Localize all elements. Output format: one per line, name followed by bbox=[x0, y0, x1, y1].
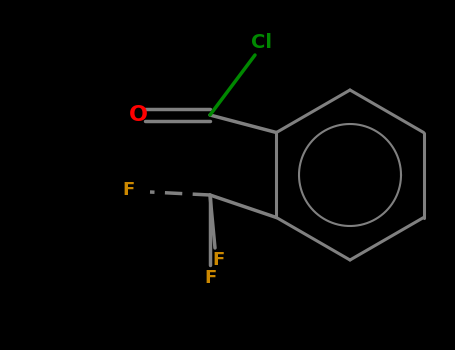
Text: F: F bbox=[212, 251, 224, 269]
Text: F: F bbox=[122, 181, 134, 199]
Text: Cl: Cl bbox=[252, 33, 273, 51]
Text: O: O bbox=[128, 105, 147, 125]
Text: F: F bbox=[204, 269, 216, 287]
